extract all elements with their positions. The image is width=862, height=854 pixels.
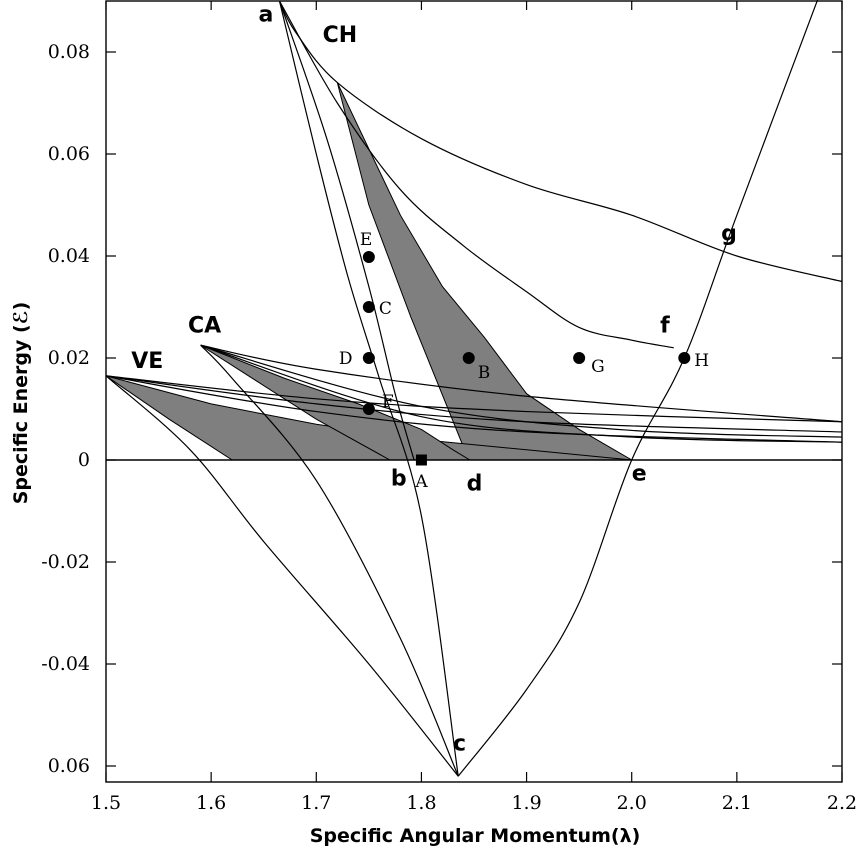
point-D-label: D: [339, 349, 353, 369]
point-E-marker: [362, 251, 375, 264]
x-tick-label: 1.5: [91, 792, 121, 814]
points: A B C D E F G H: [339, 230, 709, 492]
x-tick-label: 2.2: [827, 792, 857, 814]
region-label-ch: CH: [323, 23, 358, 48]
plot-frame: [105, 0, 843, 783]
y-tick-label: 0.04: [48, 245, 90, 267]
point-A-label: A: [414, 472, 428, 492]
curve-1: [278, 0, 415, 461]
x-tick-label: 1.9: [511, 792, 541, 814]
curve-2: [278, 0, 459, 777]
region-label-b: b: [391, 467, 407, 492]
curve-11: [200, 344, 842, 423]
region-label-ca: CA: [188, 314, 221, 339]
y-tick-label: -0.04: [41, 653, 90, 675]
region-label-g: g: [721, 222, 737, 247]
region-label-e: e: [632, 461, 647, 486]
curve-5: [457, 0, 819, 777]
y-tick-label: 0.08: [48, 41, 90, 63]
x-tick-label: 1.6: [196, 792, 226, 814]
x-tick-label: 2.1: [722, 792, 752, 814]
point-F-label: F: [382, 392, 394, 412]
ticks: 1.5 1.6 1.7 1.8 1.9 2.0 2.1 2.2 0.08 0.06 0.04 0.02…: [41, 1, 857, 814]
y-tick-label: 0.06: [48, 143, 90, 165]
y-tick-label: 0.06: [48, 755, 90, 777]
curve-3: [278, 0, 842, 283]
y-tick-label: 0: [78, 449, 90, 471]
y-axis-title: Specific Energy (ℰ): [10, 302, 32, 505]
region-label-a: a: [258, 2, 273, 27]
y-tick-label: -0.02: [41, 551, 90, 573]
region-label-c: c: [453, 732, 466, 757]
region-label-f: f: [660, 314, 670, 339]
x-tick-label: 1.7: [301, 792, 331, 814]
y-tick-label: 0.02: [48, 347, 90, 369]
curve-7: [106, 375, 459, 777]
point-H-marker: [678, 352, 691, 364]
point-H-label: H: [694, 351, 709, 371]
curve-12: [200, 344, 842, 438]
curve-4: [278, 0, 674, 349]
curves: [106, 0, 842, 777]
shaded-region-3: [200, 344, 472, 461]
point-G-label: G: [591, 357, 605, 377]
x-tick-label: 2.0: [617, 792, 647, 814]
point-G-marker: [573, 352, 586, 364]
point-F-marker: [362, 403, 375, 415]
point-C-marker: [362, 301, 375, 313]
point-C-label: C: [379, 299, 392, 319]
curve-9: [106, 375, 842, 433]
curve-10: [106, 375, 842, 443]
x-tick-label: 1.8: [406, 792, 436, 814]
point-E-label: E: [360, 230, 372, 250]
point-B-marker: [462, 352, 475, 364]
shaded-region-1: [336, 82, 634, 461]
point-B-label: B: [478, 363, 491, 383]
x-axis-title: Specific Angular Momentum(λ): [310, 825, 641, 847]
curve-8: [106, 375, 842, 423]
region-label-d: d: [467, 472, 483, 497]
plot-frame-rect: [105, 0, 843, 783]
curve-6: [200, 344, 459, 777]
shaded-region-2: [105, 375, 632, 461]
curve-13: [200, 344, 842, 443]
shaded-regions: [105, 82, 634, 461]
point-D-marker: [362, 352, 375, 364]
point-A-marker: [415, 454, 427, 466]
region-label-ve: VE: [131, 349, 163, 374]
